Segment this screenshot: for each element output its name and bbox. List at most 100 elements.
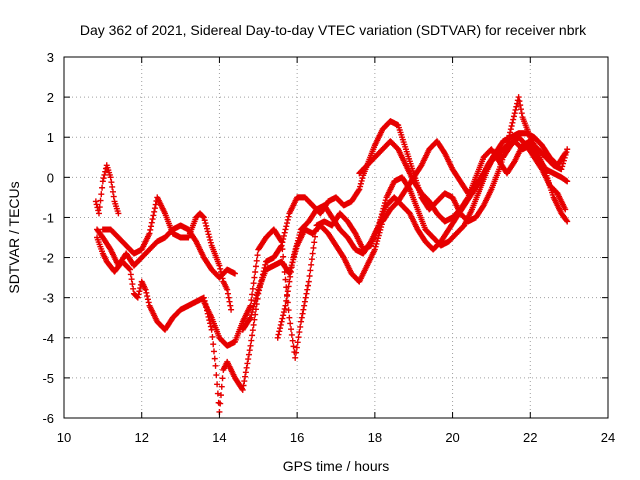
data-point-marker [288,326,295,333]
data-point-marker [107,174,114,181]
data-point-marker [253,292,260,299]
data-point-marker [312,233,319,240]
data-point-marker [355,187,362,194]
data-point-marker [251,274,258,281]
data-point-marker [100,175,107,182]
y-tick-label: 0 [47,170,54,185]
data-point-marker [278,318,285,325]
series-track-g [274,130,569,341]
data-point-marker [146,230,153,237]
data-point-marker [373,240,380,247]
data-point-marker [262,261,269,268]
data-point-marker [227,302,234,309]
data-point-marker [207,323,214,330]
data-point-marker [558,166,565,173]
series-track-h [356,138,571,225]
data-point-marker [248,297,255,304]
data-point-marker [249,327,256,334]
data-point-marker [248,311,255,318]
y-axis-ticks: -6 -5 -4 -3 -2 -1 0 1 2 3 [42,50,608,426]
data-point-marker [357,183,364,190]
data-point-marker [210,341,217,348]
x-tick-label: 18 [368,430,382,445]
data-point-marker [303,290,310,297]
data-point-marker [143,289,150,296]
data-point-marker [517,102,524,109]
data-point-marker [218,383,225,390]
data-point-marker [510,113,517,120]
data-point-marker [134,294,141,301]
data-point-marker [301,302,308,309]
data-point-marker [250,321,257,328]
data-point-marker [246,347,253,354]
x-tick-label: 14 [212,430,226,445]
data-point-marker [98,191,105,198]
data-point-marker [359,175,366,182]
data-point-marker [210,348,217,355]
data-point-marker [278,238,285,245]
data-point-marker [308,256,315,263]
data-point-marker [242,373,249,380]
data-point-marker [148,223,155,230]
data-point-marker [563,217,570,224]
data-point-marker [213,372,220,379]
data-point-marker [102,168,109,175]
data-point-marker [282,302,289,309]
data-point-marker [292,246,299,253]
data-point-marker [251,316,258,323]
data-point-marker [464,195,471,202]
data-point-marker [560,157,567,164]
data-point-marker [219,375,226,382]
data-point-marker [201,217,208,224]
data-point-marker [282,276,289,283]
data-point-marker [291,248,298,255]
data-point-marker [284,288,291,295]
y-tick-label: 1 [47,130,54,145]
data-point-marker [372,243,379,250]
data-point-marker [307,267,314,274]
data-point-marker [204,228,211,235]
data-point-marker [244,360,251,367]
series-track-a [92,162,122,217]
data-point-marker [281,229,288,236]
data-point-marker [281,305,288,312]
data-point-marker [517,106,524,113]
data-point-marker [231,270,238,277]
data-point-marker [297,229,304,236]
data-point-marker [287,273,294,280]
data-point-marker [249,291,256,298]
data-point-marker [135,291,142,298]
data-point-marker [254,289,261,296]
data-point-marker [249,309,256,316]
grid-lines [64,57,608,418]
data-point-marker [247,342,254,349]
x-tick-label: 12 [134,430,148,445]
data-point-marker [559,163,566,170]
data-point-marker [283,297,290,304]
data-point-marker [287,267,294,274]
data-point-marker [252,295,259,302]
data-point-marker [95,210,102,217]
y-tick-label: -3 [42,291,54,306]
data-point-marker [115,210,122,217]
data-point-marker [283,223,290,230]
data-point-marker [374,238,381,245]
y-tick-label: -1 [42,210,54,225]
data-point-marker [202,220,209,227]
data-point-marker [97,197,104,204]
data-point-marker [406,185,413,192]
data-point-marker [217,268,224,275]
data-point-marker [294,339,301,346]
data-point-marker [382,197,389,204]
data-point-marker [277,237,284,244]
data-point-marker [515,94,522,101]
data-point-marker [203,225,210,232]
data-point-marker [277,321,284,328]
data-point-marker [206,234,213,241]
data-point-marker [512,106,519,113]
data-point-marker [92,198,99,205]
plot-frame [63,56,609,419]
data-point-marker [242,369,249,376]
data-point-marker [380,205,387,212]
data-point-marker [224,286,231,293]
